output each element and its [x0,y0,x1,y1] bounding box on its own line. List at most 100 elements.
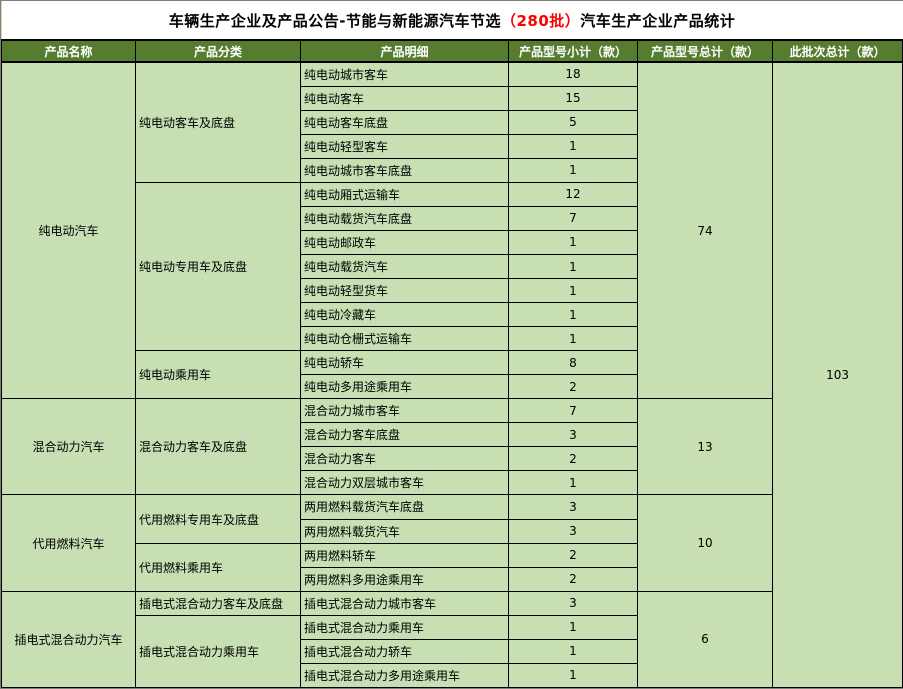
table-row: 混合动力客车底盘 3 [2,422,903,448]
table-row: 纯电动邮政车 1 [2,229,903,256]
detail-cell: 插电式混合动力多用途乘用车 [300,662,509,689]
column-header-product-detail: 产品明细 [300,39,509,64]
table-row: 纯电动轻型客车 1 [2,133,903,159]
table-row: 纯电动乘用车 纯电动轿车 8 [2,350,903,400]
count-cell: 5 [508,109,638,135]
count-cell: 18 [508,61,638,87]
count-cell: 3 [508,494,638,520]
detail-cell: 纯电动城市客车底盘 [300,157,509,183]
total-cell: 10 [637,494,773,592]
detail-cell: 纯电动客车底盘 [300,109,509,135]
detail-cell: 纯电动冷藏车 [300,302,509,328]
table-row: 代用燃料汽车 代用燃料专用车及底盘 两用燃料载货汽车底盘 3 10 [1,494,903,592]
group-cell: 纯电动客车及底盘 [135,61,301,183]
title-text-before: 车辆生产企业及产品公告-节能与新能源汽车节选 [168,11,501,30]
count-cell: 2 [508,374,638,400]
count-cell: 7 [508,398,638,424]
column-header-batch-total: 此批次总计（款） [771,39,903,64]
column-header-product-class: 产品分类 [135,39,301,64]
detail-cell: 插电式混合动力乘用车 [300,614,509,640]
group-cell: 插电式混合动力乘用车 [135,614,301,689]
detail-cell: 两用燃料载货汽车底盘 [300,494,509,520]
count-cell: 1 [508,662,638,689]
total-cell: 13 [637,398,773,496]
total-cell: 6 [637,590,773,689]
detail-cell: 纯电动轻型客车 [300,133,509,159]
table-row: 代用燃料乘用车 两用燃料轿车 2 [2,542,903,592]
count-cell: 2 [508,446,638,472]
detail-cell: 混合动力城市客车 [300,398,509,424]
column-header-product-name: 产品名称 [1,39,136,64]
table-row: 纯电动客车 15 [2,85,903,111]
header-row: 产品名称 产品分类 产品明细 产品型号小计（款） 产品型号总计（款） 此批次总计… [1,39,903,64]
detail-cell: 混合动力客车 [300,446,509,472]
count-cell: 3 [508,518,638,544]
detail-cell: 两用燃料载货汽车 [300,518,509,544]
batch-total-cell: 103 [771,61,903,689]
title-batch-highlight: （280批） [500,11,581,30]
count-cell: 2 [508,542,638,568]
count-cell: 2 [508,566,638,592]
count-cell: 1 [508,470,638,496]
detail-cell: 纯电动邮政车 [300,229,509,256]
detail-cell: 插电式混合动力轿车 [300,638,509,664]
table-row: 两用燃料载货汽车 3 [2,518,903,544]
detail-cell: 纯电动多用途乘用车 [300,374,509,400]
detail-cell: 纯电动载货汽车 [300,253,509,280]
category-cell: 代用燃料汽车 [1,494,136,592]
count-cell: 1 [508,278,638,304]
count-cell: 12 [508,181,638,207]
table-row: 插电式混合动力汽车 插电式混合动力客车及底盘 插电式混合动力城市客车 3 6 [1,590,903,689]
count-cell: 3 [508,590,638,616]
group-cell: 代用燃料专用车及底盘 [135,494,301,544]
column-header-model-subtotal: 产品型号小计（款） [508,39,638,64]
count-cell: 1 [508,614,638,640]
detail-cell: 两用燃料轿车 [300,542,509,568]
count-cell: 7 [508,205,638,231]
count-cell: 1 [508,326,638,352]
detail-cell: 两用燃料多用途乘用车 [300,566,509,592]
table-row: 插电式混合动力乘用车 插电式混合动力乘用车 1 [2,614,903,689]
count-cell: 1 [508,638,638,664]
group-cell: 代用燃料乘用车 [135,542,301,592]
table-row: 纯电动汽车 纯电动客车及底盘 纯电动城市客车 18 74 103 [1,61,903,689]
count-cell: 8 [508,350,638,376]
category-cell: 混合动力汽车 [1,398,136,496]
table-row: 纯电动载货汽车底盘 7 [2,205,903,231]
column-header-model-total: 产品型号总计（款） [637,39,773,64]
table-row: 纯电动冷藏车 1 [2,302,903,328]
count-cell: 1 [508,302,638,328]
detail-cell: 纯电动客车 [300,85,509,111]
title-row: 车辆生产企业及产品公告-节能与新能源汽车节选（280批）汽车生产企业产品统计 [1,1,903,42]
table-row: 插电式混合动力多用途乘用车 1 [2,662,903,689]
group-cell: 插电式混合动力客车及底盘 [135,590,301,616]
detail-cell: 插电式混合动力城市客车 [300,590,509,616]
group-cell: 混合动力客车及底盘 [135,398,301,496]
detail-cell: 纯电动载货汽车底盘 [300,205,509,231]
table-row: 混合动力汽车 混合动力客车及底盘 混合动力城市客车 7 13 [1,398,903,496]
category-cell: 插电式混合动力汽车 [1,590,136,689]
group-cell: 纯电动乘用车 [135,350,301,400]
count-cell: 3 [508,422,638,448]
detail-cell: 纯电动仓栅式运输车 [300,326,509,352]
total-cell: 74 [637,61,773,400]
table-title: 车辆生产企业及产品公告-节能与新能源汽车节选（280批）汽车生产企业产品统计 [1,1,903,42]
count-cell: 1 [508,253,638,280]
count-cell: 1 [508,133,638,159]
count-cell: 1 [508,157,638,183]
detail-cell: 混合动力双层城市客车 [300,470,509,496]
count-cell: 1 [508,229,638,256]
group-cell: 纯电动专用车及底盘 [135,181,301,352]
detail-cell: 纯电动城市客车 [300,61,509,87]
count-cell: 15 [508,85,638,111]
table-row: 纯电动城市客车底盘 1 [2,157,903,183]
table-row: 纯电动仓栅式运输车 1 [2,326,903,352]
detail-cell: 纯电动厢式运输车 [300,181,509,207]
title-text-after: 汽车生产企业产品统计 [580,11,736,30]
detail-cell: 混合动力客车底盘 [300,422,509,448]
detail-cell: 纯电动轻型货车 [300,278,509,304]
category-cell: 纯电动汽车 [1,61,136,400]
detail-cell: 纯电动轿车 [300,350,509,376]
